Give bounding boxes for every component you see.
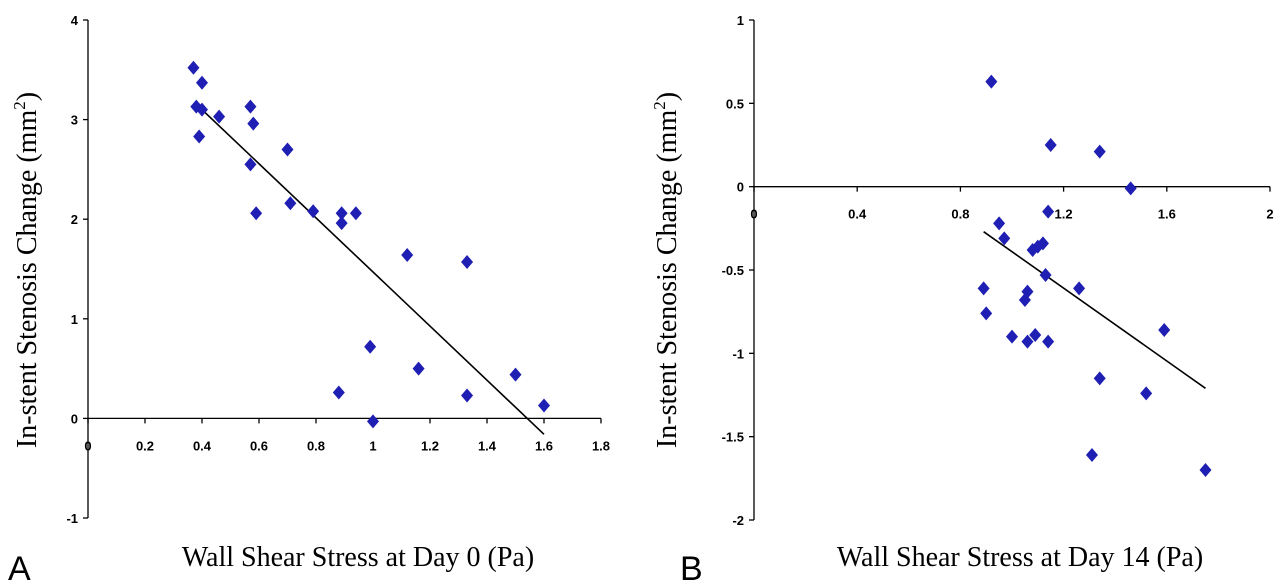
data-point: [1093, 144, 1106, 159]
y-tick-label: -1.5: [722, 430, 744, 445]
x-axis-label: Wall Shear Stress at Day 14 (Pa): [837, 542, 1203, 573]
x-tick-label: 1.6: [1158, 207, 1176, 222]
data-point: [980, 306, 993, 321]
data-point: [1006, 329, 1018, 344]
data-point: [1044, 138, 1057, 152]
data-point: [1085, 448, 1098, 462]
y-tick-label: -1: [66, 511, 78, 526]
y-tick-label: 0: [71, 411, 78, 426]
trend-line: [983, 231, 1206, 389]
data-point: [509, 367, 522, 382]
x-tick-label: 1.8: [592, 438, 610, 453]
y-tick-label: 0.5: [726, 96, 744, 111]
x-tick-label: 2: [1266, 207, 1273, 222]
data-point: [349, 206, 362, 221]
data-point: [985, 74, 998, 89]
x-tick-label: 0.4: [193, 438, 212, 453]
y-tick-label: 1: [71, 312, 78, 327]
data-point: [1039, 268, 1052, 282]
data-point: [213, 109, 226, 124]
chart-panel-a: -1 0 1 2 3 4 0 0.2 0.4 0.6 0.8 1 1.2 1.4 1.6 1.8 In-ste…: [8, 13, 610, 584]
trend-line: [201, 109, 545, 435]
data-point: [993, 216, 1006, 231]
x-tick-label: 1.4: [478, 438, 497, 453]
data-point: [247, 116, 260, 131]
x-tick-label: 0.6: [250, 438, 268, 453]
data-point: [332, 385, 345, 400]
chart-panel-b: -2 -1.5 -1 -0.5 0 0.5 1 0 0.4 0.8 1.2 1.6 2 In-stent…: [640, 0, 1280, 584]
data-point: [977, 281, 990, 296]
data-point: [401, 248, 414, 263]
x-tick-label: 1: [369, 438, 376, 453]
panel-label: B: [680, 550, 703, 584]
data-point: [1021, 284, 1034, 299]
scatter-chart-a: -1 0 1 2 3 4 0 0.2 0.4 0.6 0.8 1 1.2 1.4 1.6 1.8 In-ste…: [8, 13, 610, 584]
x-tick-label: 0.8: [307, 438, 325, 453]
data-point: [1124, 181, 1137, 196]
y-tick-label: -0.5: [722, 263, 744, 278]
x-tick-label: 0: [750, 207, 757, 222]
data-point: [367, 414, 379, 429]
data-point: [461, 388, 474, 403]
x-axis-label: Wall Shear Stress at Day 0 (Pa): [182, 542, 534, 573]
y-tick-label: -1: [732, 346, 744, 361]
data-point: [244, 99, 257, 114]
y-axis-label: In-stent Stenosis Change (mm2): [650, 92, 683, 448]
data-point: [1140, 386, 1153, 401]
y-tick-label: -2: [732, 513, 744, 528]
data-point: [187, 60, 200, 75]
data-point: [998, 231, 1011, 246]
data-point: [250, 206, 263, 221]
x-tick-label: 1.6: [535, 438, 553, 453]
x-tick-label: 0.8: [951, 207, 969, 222]
data-point: [1158, 323, 1171, 337]
data-point: [1018, 293, 1031, 307]
data-point: [1042, 334, 1055, 349]
data-point: [1199, 463, 1212, 477]
scatter-chart-b: -2 -1.5 -1 -0.5 0 0.5 1 0 0.4 0.8 1.2 1.6 2 In-stent…: [650, 13, 1274, 584]
x-tick-label: 1.2: [421, 438, 439, 453]
y-tick-label: 0: [737, 180, 744, 195]
data-point: [335, 216, 348, 231]
data-point: [244, 157, 257, 172]
x-tick-label: 0: [84, 438, 91, 453]
data-point: [196, 102, 208, 117]
data-point: [284, 196, 297, 211]
data-point: [461, 255, 474, 270]
data-point: [335, 206, 348, 221]
data-point: [364, 339, 377, 354]
y-tick-label: 4: [71, 13, 79, 28]
data-point: [1093, 371, 1106, 386]
data-point: [193, 129, 206, 144]
data-point: [412, 361, 425, 376]
data-point: [1021, 334, 1034, 349]
data-point: [307, 204, 320, 219]
y-tick-label: 3: [71, 113, 78, 128]
data-point: [1042, 204, 1055, 219]
x-tick-label: 0.4: [848, 207, 867, 222]
panel-label: A: [8, 550, 31, 584]
data-point: [1026, 243, 1039, 257]
y-tick-label: 1: [737, 13, 744, 28]
data-point: [281, 142, 294, 157]
y-axis-label: In-stent Stenosis Change (mm2): [10, 92, 43, 448]
data-point: [1073, 281, 1086, 296]
data-point: [196, 75, 208, 90]
x-tick-label: 1.2: [1055, 207, 1073, 222]
data-point: [1036, 236, 1049, 251]
x-tick-label: 0.2: [136, 438, 154, 453]
y-tick-label: 2: [71, 212, 78, 227]
data-point: [538, 398, 550, 413]
data-point: [1029, 328, 1042, 342]
